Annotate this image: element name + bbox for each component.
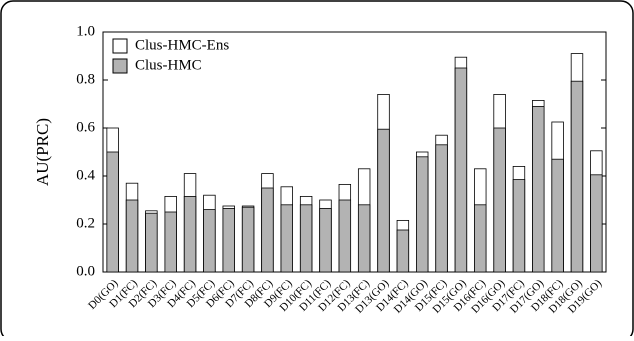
y-axis-label: AU(PRC) [33,118,52,186]
bar [241,206,255,273]
y-tick-label: 0.2 [76,215,95,231]
y-tick-label: 0.8 [76,71,95,87]
bar [474,204,487,273]
bar [183,195,197,273]
plot-area [102,31,607,273]
bar [261,187,274,273]
bar [416,156,429,273]
bar [222,207,235,273]
legend-swatch [112,38,128,54]
bar [125,199,139,273]
bar [435,144,448,273]
bar [164,211,177,273]
bar [377,128,390,273]
bar [512,179,526,273]
bar [551,158,564,273]
bar [570,80,584,273]
bar [106,151,119,273]
legend-label: Clus-HMC-Ens [135,37,229,53]
bar [203,209,216,273]
y-tick-label: 0.4 [76,167,95,183]
bar [357,204,371,273]
bar [299,204,313,273]
y-tick-label: 0.0 [76,263,95,279]
bar [396,229,410,273]
y-tick-label: 1.0 [76,23,95,39]
legend-swatch [112,58,128,74]
bar [145,212,158,273]
y-tick-label: 0.6 [76,119,95,135]
bar [454,67,468,273]
bar [280,204,293,273]
bar [532,106,545,273]
bar [338,199,352,273]
bar [590,174,603,273]
legend-label: Clus-HMC [135,57,202,73]
bar [319,207,332,273]
bar [493,127,506,273]
